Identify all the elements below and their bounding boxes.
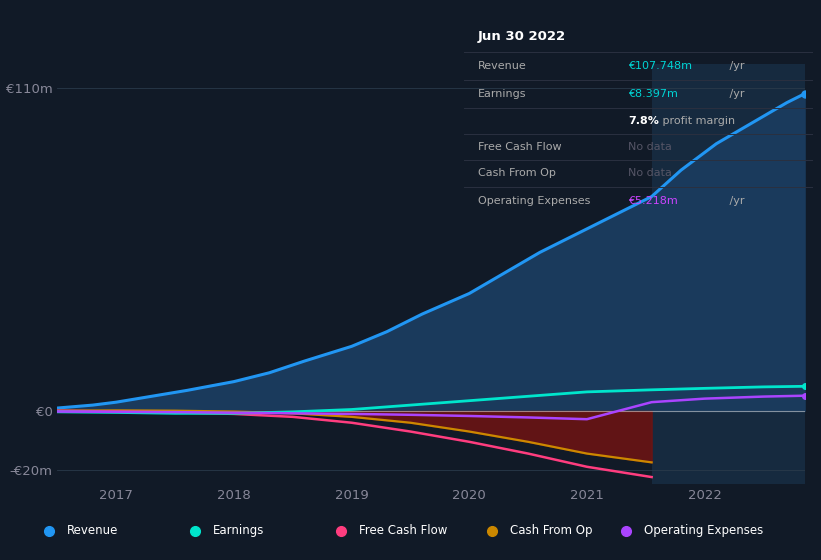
- Text: /yr: /yr: [726, 88, 744, 99]
- Text: No data: No data: [628, 169, 672, 179]
- Text: €8.397m: €8.397m: [628, 88, 677, 99]
- Text: Earnings: Earnings: [478, 88, 526, 99]
- Text: profit margin: profit margin: [659, 116, 736, 126]
- Text: Operating Expenses: Operating Expenses: [644, 524, 763, 537]
- Text: /yr: /yr: [726, 60, 744, 71]
- Text: Free Cash Flow: Free Cash Flow: [478, 142, 562, 152]
- Bar: [652, 64, 805, 484]
- Text: Cash From Op: Cash From Op: [478, 169, 556, 179]
- Text: Cash From Op: Cash From Op: [510, 524, 592, 537]
- Text: Revenue: Revenue: [67, 524, 118, 537]
- Text: No data: No data: [628, 142, 672, 152]
- Text: Earnings: Earnings: [213, 524, 264, 537]
- Text: Revenue: Revenue: [478, 60, 526, 71]
- Text: 7.8%: 7.8%: [628, 116, 658, 126]
- Text: €107.748m: €107.748m: [628, 60, 692, 71]
- Text: /yr: /yr: [726, 195, 744, 206]
- Text: Free Cash Flow: Free Cash Flow: [360, 524, 447, 537]
- Text: Operating Expenses: Operating Expenses: [478, 195, 590, 206]
- Text: Jun 30 2022: Jun 30 2022: [478, 30, 566, 43]
- Text: €5.218m: €5.218m: [628, 195, 677, 206]
